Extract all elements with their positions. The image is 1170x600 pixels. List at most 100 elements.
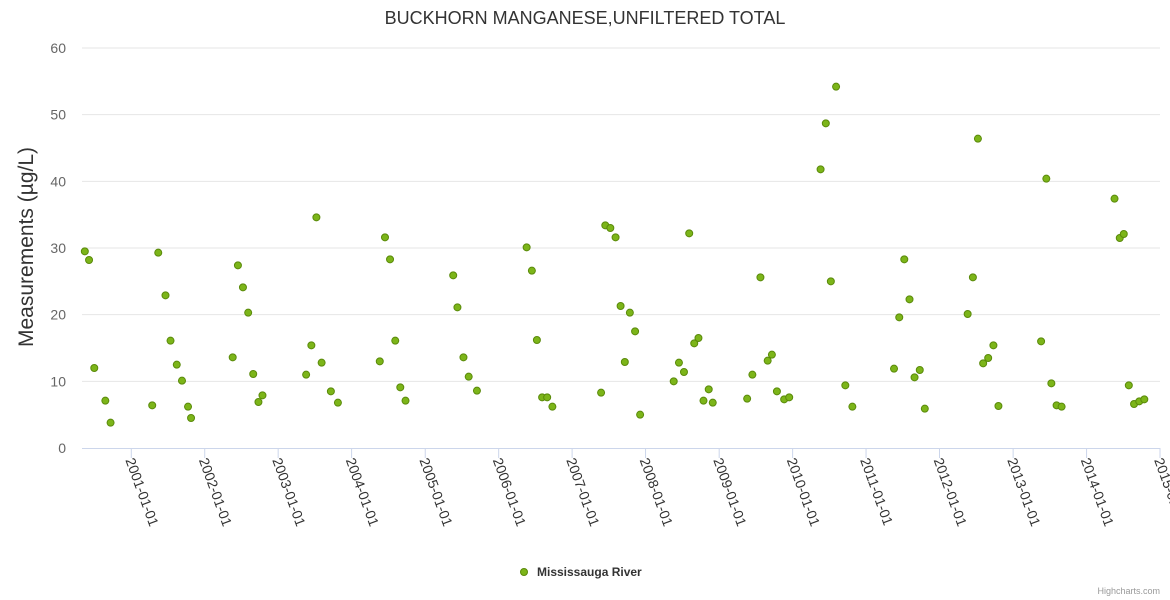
data-point[interactable] [317, 358, 326, 367]
data-point[interactable] [743, 394, 752, 403]
data-point[interactable] [669, 377, 678, 386]
data-point[interactable] [449, 271, 458, 280]
data-point[interactable] [900, 255, 909, 264]
data-point[interactable] [685, 229, 694, 238]
data-point[interactable] [401, 396, 410, 405]
data-point[interactable] [386, 255, 395, 264]
data-point[interactable] [1119, 230, 1128, 238]
data-point[interactable] [690, 339, 699, 348]
data-point[interactable] [699, 396, 708, 405]
data-point[interactable] [312, 213, 321, 222]
legend[interactable]: Mississauga River [520, 565, 643, 579]
data-point[interactable] [895, 313, 904, 322]
data-point[interactable] [453, 303, 462, 312]
data-point[interactable] [302, 370, 311, 379]
data-point[interactable] [963, 310, 972, 318]
data-point[interactable] [694, 334, 703, 342]
data-point[interactable] [920, 404, 929, 413]
data-point[interactable] [631, 327, 640, 336]
data-point[interactable] [166, 336, 175, 345]
data-point[interactable] [187, 414, 196, 422]
data-point[interactable] [890, 364, 899, 373]
data-point[interactable] [375, 357, 384, 366]
data-point[interactable] [756, 273, 765, 282]
y-axis: 0 10 20 30 40 50 60 [50, 40, 66, 456]
data-point[interactable] [1124, 381, 1133, 390]
data-point[interactable] [636, 410, 645, 419]
data-point[interactable] [984, 354, 993, 362]
data-point[interactable] [106, 418, 115, 427]
data-point[interactable] [848, 402, 857, 411]
data-point[interactable] [597, 388, 606, 397]
data-point[interactable] [177, 376, 186, 385]
data-point[interactable] [249, 370, 258, 378]
data-point[interactable] [464, 372, 473, 381]
data-point[interactable] [1057, 402, 1066, 411]
data-point[interactable] [968, 273, 977, 282]
data-point[interactable] [161, 291, 170, 300]
data-point[interactable] [1037, 337, 1046, 346]
data-point[interactable] [826, 277, 835, 286]
data-point[interactable] [90, 364, 99, 372]
data-point[interactable] [679, 368, 688, 376]
data-point[interactable] [527, 266, 536, 275]
data-point[interactable] [101, 396, 110, 405]
data-point[interactable] [785, 393, 794, 402]
data-point[interactable] [184, 402, 193, 411]
data-point[interactable] [708, 398, 717, 407]
data-point[interactable] [611, 233, 620, 242]
data-point[interactable] [841, 381, 850, 390]
data-point[interactable] [748, 370, 757, 379]
data-point[interactable] [254, 398, 263, 406]
data-point[interactable] [1042, 174, 1051, 183]
data-point[interactable] [85, 256, 94, 264]
data-point[interactable] [396, 383, 405, 392]
data-point[interactable] [763, 356, 772, 365]
data-point[interactable] [1110, 194, 1119, 203]
data-point[interactable] [832, 82, 841, 91]
data-point[interactable] [772, 387, 781, 396]
data-point[interactable] [326, 387, 335, 396]
data-point[interactable] [391, 336, 400, 345]
data-point[interactable] [258, 391, 267, 400]
data-point[interactable] [767, 350, 776, 359]
data-point[interactable] [380, 233, 389, 242]
data-point[interactable] [459, 353, 468, 362]
data-point[interactable] [307, 341, 316, 350]
data-point[interactable] [543, 393, 552, 402]
data-point[interactable] [472, 386, 481, 395]
data-point[interactable] [1047, 379, 1056, 388]
data-point[interactable] [228, 353, 237, 362]
data-point[interactable] [625, 308, 634, 317]
data-point[interactable] [821, 119, 830, 128]
data-point[interactable] [244, 308, 253, 317]
data-point[interactable] [905, 295, 914, 304]
data-point[interactable] [233, 261, 242, 270]
data-point[interactable] [616, 302, 625, 310]
data-point[interactable] [154, 248, 163, 257]
data-point[interactable] [910, 373, 919, 382]
data-point[interactable] [915, 366, 924, 374]
data-point[interactable] [704, 385, 713, 394]
data-point[interactable] [674, 358, 683, 367]
data-point[interactable] [620, 358, 629, 366]
data-point[interactable] [333, 398, 342, 407]
data-point[interactable] [606, 224, 615, 232]
data-point[interactable] [989, 341, 998, 350]
data-point[interactable] [994, 402, 1003, 410]
legend-marker[interactable] [520, 568, 528, 576]
data-point[interactable] [148, 401, 157, 410]
data-point[interactable] [816, 165, 825, 174]
credits-link[interactable]: Highcharts.com [1097, 586, 1160, 596]
data-point[interactable] [979, 359, 988, 368]
data-point[interactable] [238, 283, 247, 292]
data-point[interactable] [548, 402, 557, 411]
data-point[interactable] [522, 243, 531, 252]
scatter-series[interactable] [80, 82, 1149, 427]
data-point[interactable] [172, 360, 181, 369]
data-point[interactable] [973, 134, 982, 143]
legend-item-mississauga-river[interactable]: Mississauga River [537, 565, 642, 579]
data-point[interactable] [1140, 395, 1149, 404]
data-point[interactable] [532, 336, 541, 344]
data-point[interactable] [80, 247, 89, 256]
